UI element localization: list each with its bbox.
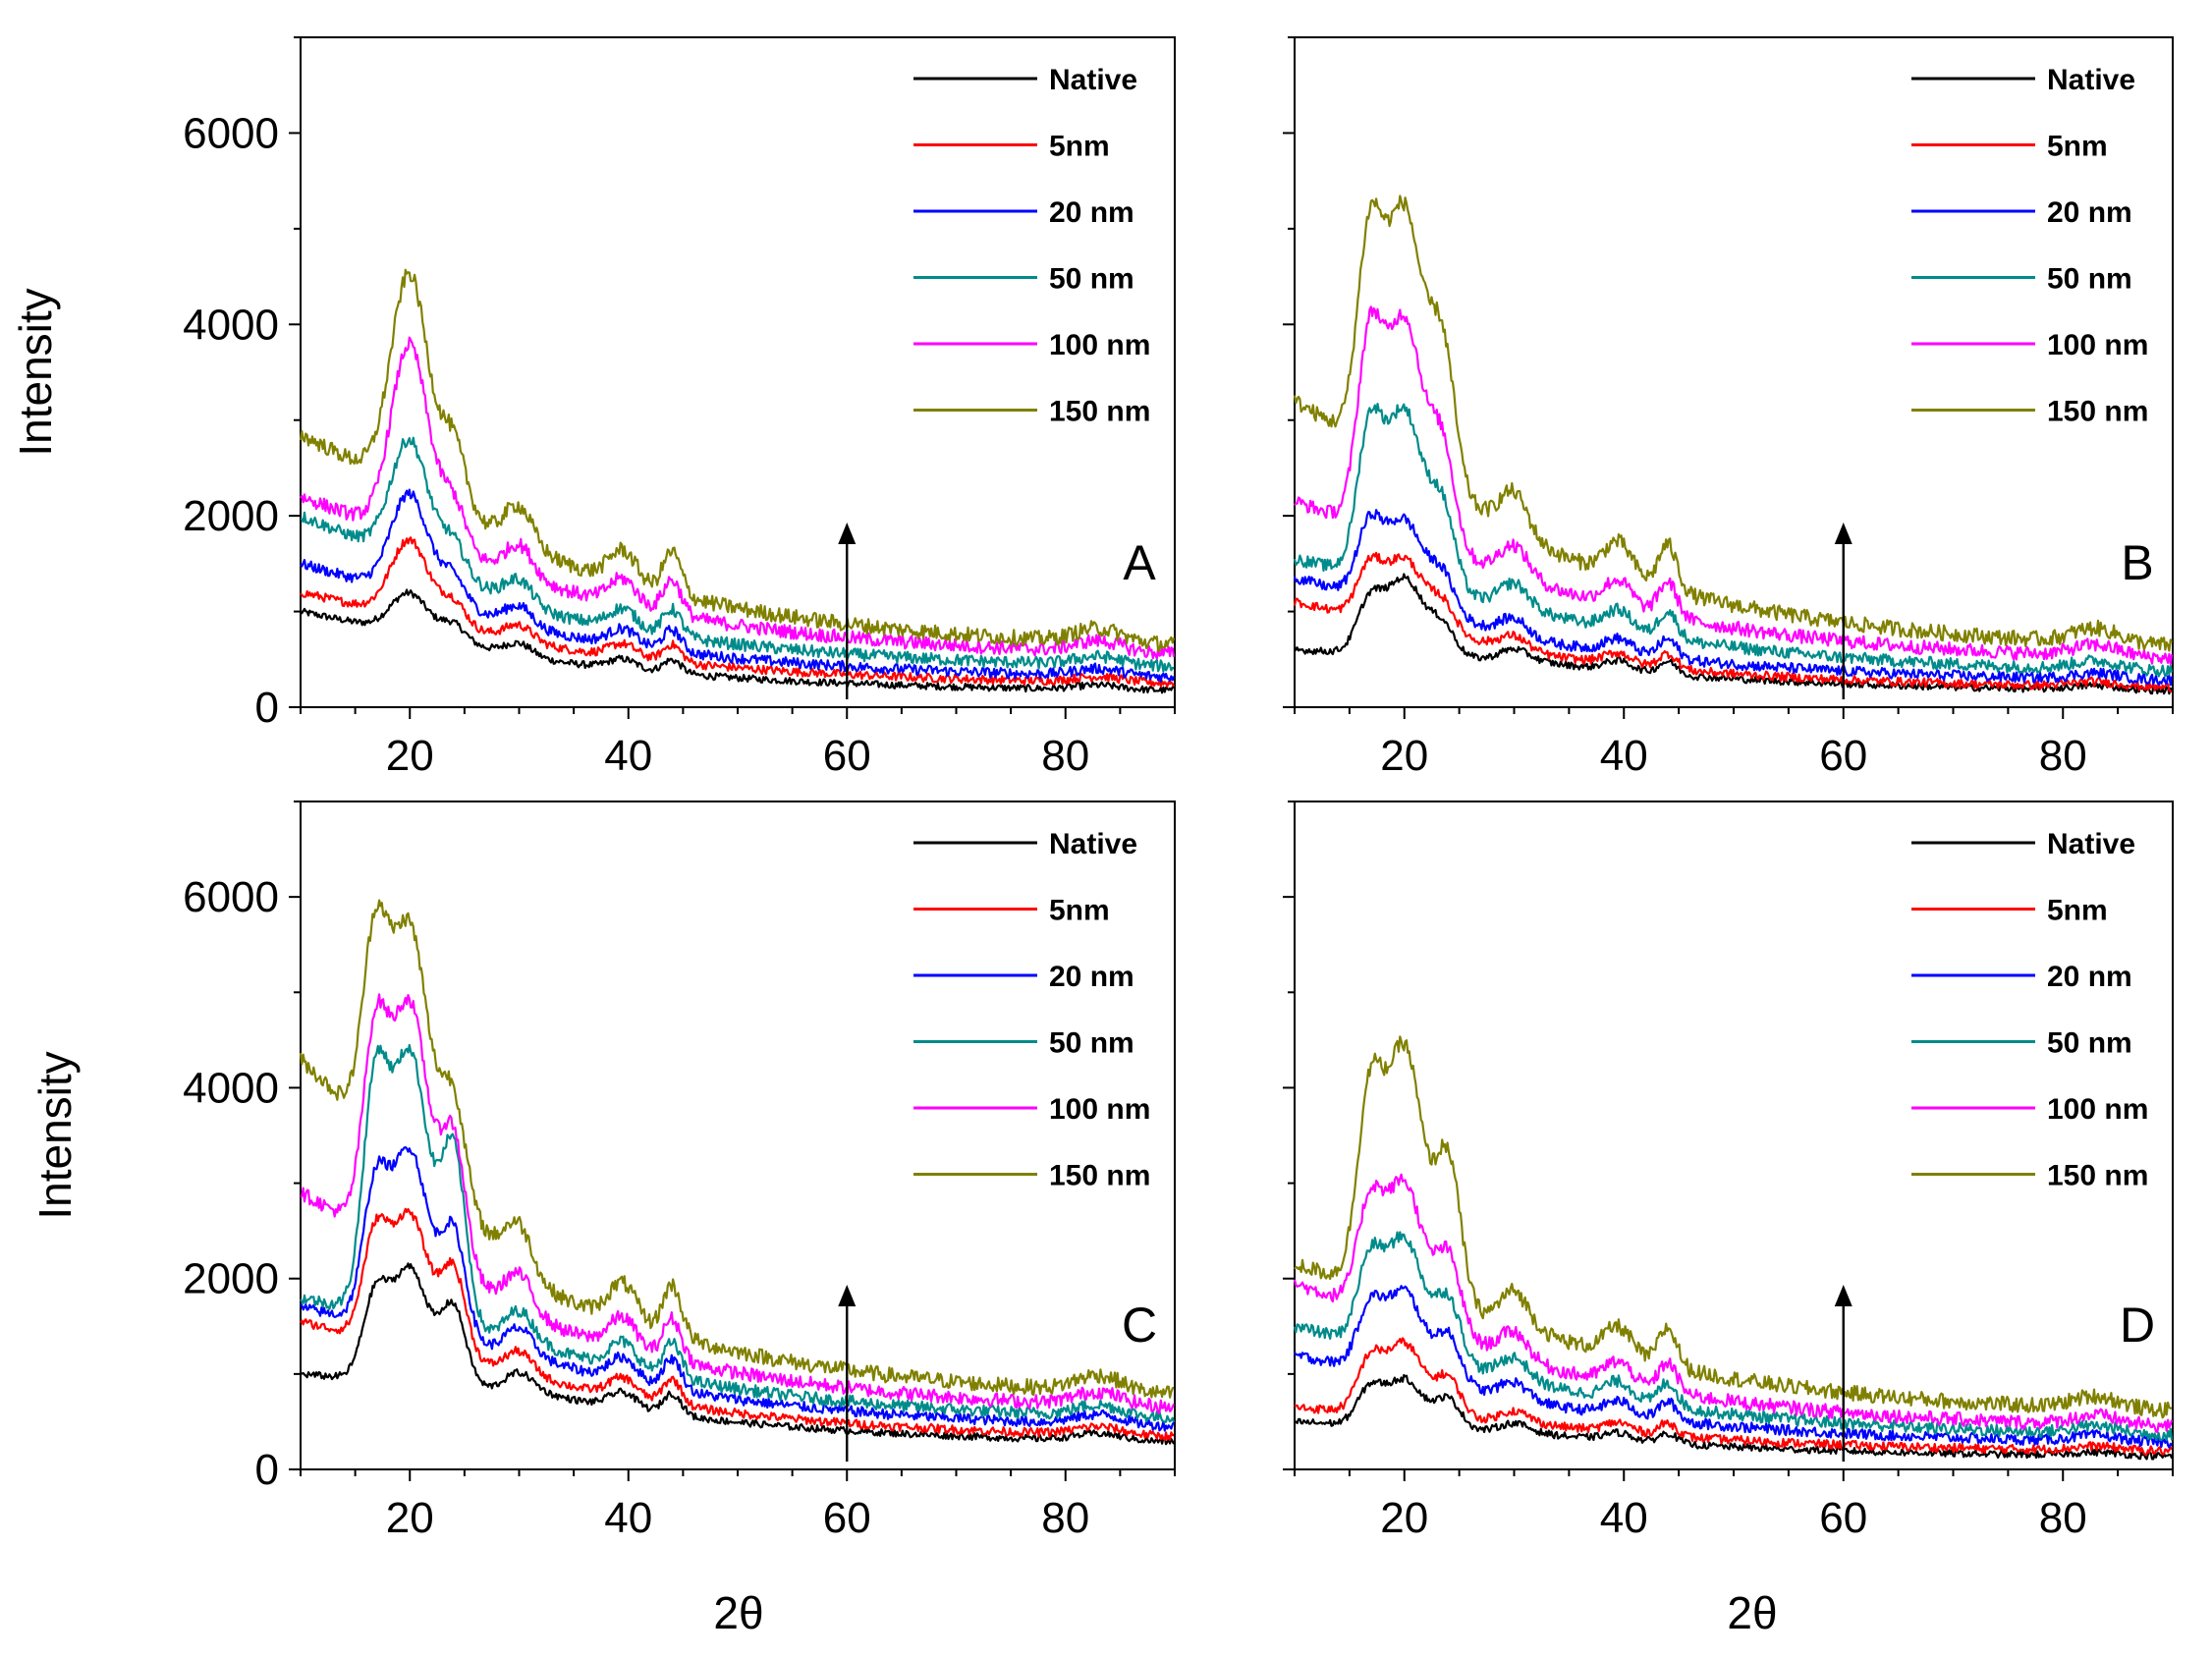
arrow-head — [838, 523, 857, 544]
legend-label: Native — [2047, 64, 2135, 96]
legend-label: 150 nm — [1049, 1160, 1150, 1192]
x-axis-title: 2θ — [1727, 1587, 1777, 1638]
y-tick-label: 6000 — [183, 109, 279, 157]
series-line-150nm — [1293, 194, 2174, 652]
series-line-100nm — [1293, 1173, 2174, 1433]
x-tick-label: 80 — [2039, 1494, 2087, 1542]
y-tick-label: 0 — [255, 1446, 279, 1494]
series-line-native — [1294, 1373, 2174, 1461]
x-tick-label: 20 — [1380, 1494, 1428, 1542]
legend-label: 20 nm — [2047, 961, 2132, 993]
arrow-head — [1834, 523, 1853, 544]
arrow-head — [838, 1285, 857, 1306]
legend-label: Native — [2047, 828, 2135, 860]
series-line-50nm — [300, 1043, 1176, 1424]
panel-label: A — [1123, 535, 1156, 590]
x-tick-label: 40 — [604, 732, 652, 780]
y-tick-label: 4000 — [183, 1064, 279, 1112]
series-line-50nm — [1293, 1231, 2174, 1442]
x-tick-label: 20 — [386, 732, 434, 780]
series-line-100nm — [300, 993, 1176, 1414]
series-line-5nm — [300, 1207, 1175, 1442]
legend-label: 100 nm — [1049, 329, 1150, 361]
series-line-100nm — [300, 336, 1176, 660]
x-tick-label: 60 — [823, 1494, 871, 1542]
x-tick-label: 80 — [1041, 732, 1089, 780]
series-line-20nm — [1294, 1285, 2173, 1449]
legend-label: 5nm — [2047, 895, 2108, 927]
panel-D: 20 40 60 80 D Native 5nm 20 nm 50 nm 100 nm 150 nm — [1283, 801, 2174, 1542]
legend-label: Native — [1049, 64, 1137, 96]
y-tick-label: 2000 — [183, 492, 279, 540]
x-tick-label: 20 — [1380, 732, 1428, 780]
series-line-native — [1293, 573, 2174, 695]
legend-label: 20 nm — [2047, 196, 2132, 229]
series-line-20nm — [300, 1145, 1175, 1432]
panel-A: 20 40 60 80 0 2000 4000 6000 Intensity A Native 5nm… — [10, 36, 1176, 780]
x-tick-label: 80 — [2039, 732, 2087, 780]
plot-frame — [300, 801, 1176, 1470]
x-tick-label: 80 — [1041, 1494, 1089, 1542]
y-axis-title: Intensity — [10, 288, 61, 456]
x-tick-label: 40 — [604, 1494, 652, 1542]
x-axis-title: 2θ — [713, 1587, 763, 1638]
legend-label: 50 nm — [1049, 263, 1134, 296]
panel-B: 20 40 60 80 B Native 5nm 20 nm 50 nm 100 nm 150 nm — [1283, 36, 2174, 780]
legend-label: 5nm — [1049, 895, 1110, 927]
x-tick-label: 20 — [386, 1494, 434, 1542]
y-tick-label: 0 — [255, 684, 279, 732]
arrow-head — [1834, 1285, 1853, 1306]
legend-label: 150 nm — [2047, 396, 2148, 428]
x-tick-label: 60 — [1819, 1494, 1867, 1542]
legend-label: 100 nm — [2047, 1093, 2148, 1126]
legend-label: 50 nm — [2047, 263, 2132, 296]
legend-label: 5nm — [1049, 131, 1110, 163]
series-line-20nm — [300, 488, 1176, 683]
series-line-150nm — [299, 899, 1175, 1399]
x-tick-label: 60 — [1819, 732, 1867, 780]
legend-label: 50 nm — [1049, 1027, 1134, 1060]
series-line-100nm — [1294, 305, 2174, 666]
panel-label: C — [1122, 1298, 1157, 1353]
series-line-5nm — [300, 536, 1176, 688]
legend-label: 20 nm — [1049, 196, 1134, 229]
y-tick-label: 2000 — [183, 1255, 279, 1303]
legend-label: 50 nm — [2047, 1027, 2132, 1060]
panel-label: D — [2120, 1298, 2155, 1353]
series-line-5nm — [1294, 1337, 2174, 1456]
series-line-50nm — [1293, 403, 2174, 678]
x-tick-label: 40 — [1600, 1494, 1648, 1542]
legend-label: 5nm — [2047, 131, 2108, 163]
series-line-150nm — [1294, 1035, 2173, 1419]
x-tick-label: 40 — [1600, 732, 1648, 780]
series-line-50nm — [300, 436, 1175, 673]
y-tick-label: 6000 — [183, 873, 279, 921]
legend-label: 100 nm — [2047, 329, 2148, 361]
legend-label: 150 nm — [1049, 396, 1150, 428]
y-tick-label: 4000 — [183, 301, 279, 349]
legend-label: 150 nm — [2047, 1160, 2148, 1192]
legend-label: Native — [1049, 828, 1137, 860]
series-line-20nm — [1293, 509, 2174, 687]
series-line-150nm — [299, 268, 1176, 653]
y-axis-title: Intensity — [29, 1051, 81, 1219]
legend-label: 100 nm — [1049, 1093, 1150, 1126]
series-line-native — [300, 588, 1175, 694]
panel-label: B — [2121, 535, 2153, 590]
series-line-5nm — [1293, 551, 2173, 693]
legend-label: 20 nm — [1049, 961, 1134, 993]
panel-C: 20 40 60 80 0 2000 4000 6000 Intensity C Native 5nm… — [29, 801, 1176, 1542]
x-tick-label: 60 — [823, 732, 871, 780]
